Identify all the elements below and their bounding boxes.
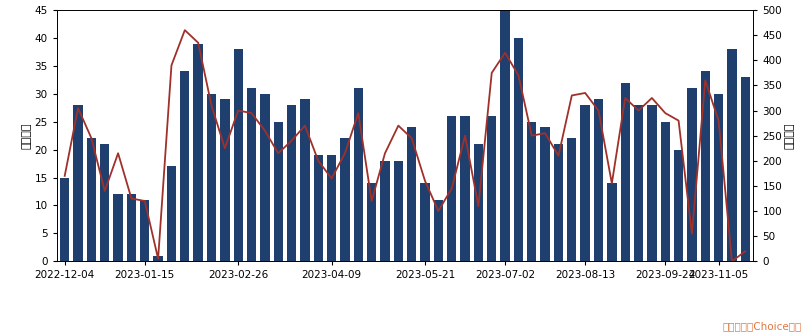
Bar xyxy=(274,122,283,261)
Bar xyxy=(433,200,443,261)
Bar xyxy=(460,116,470,261)
Bar xyxy=(313,155,323,261)
Bar xyxy=(647,105,657,261)
Bar xyxy=(581,105,590,261)
Bar xyxy=(634,105,643,261)
Bar xyxy=(567,138,577,261)
Bar xyxy=(207,94,216,261)
Bar xyxy=(714,94,723,261)
Bar xyxy=(153,256,163,261)
Bar xyxy=(140,200,150,261)
Bar xyxy=(327,155,336,261)
Bar xyxy=(367,183,377,261)
Bar xyxy=(727,49,736,261)
Bar xyxy=(60,178,70,261)
Bar xyxy=(420,183,429,261)
Bar xyxy=(447,116,456,261)
Bar xyxy=(180,71,190,261)
Bar xyxy=(620,83,630,261)
Bar xyxy=(594,99,603,261)
Bar xyxy=(126,194,136,261)
Bar xyxy=(527,122,536,261)
Bar xyxy=(554,144,563,261)
Bar xyxy=(501,10,509,261)
Bar xyxy=(740,77,750,261)
Bar xyxy=(487,116,497,261)
Bar xyxy=(381,161,390,261)
Bar xyxy=(74,105,83,261)
Y-axis label: （个数）: （个数） xyxy=(22,122,32,149)
Bar xyxy=(167,166,176,261)
Bar xyxy=(233,49,243,261)
Bar xyxy=(100,144,109,261)
Bar xyxy=(407,127,416,261)
Bar xyxy=(394,161,403,261)
Bar xyxy=(247,88,256,261)
Bar xyxy=(113,194,123,261)
Bar xyxy=(660,122,670,261)
Bar xyxy=(701,71,710,261)
Bar xyxy=(301,99,309,261)
Bar xyxy=(687,88,697,261)
Text: 数据来源：Choice数据: 数据来源：Choice数据 xyxy=(723,322,802,332)
Bar xyxy=(514,38,523,261)
Bar xyxy=(608,183,616,261)
Bar xyxy=(540,127,550,261)
Bar xyxy=(340,138,350,261)
Bar xyxy=(220,99,229,261)
Bar xyxy=(194,44,202,261)
Bar xyxy=(474,144,483,261)
Bar xyxy=(260,94,270,261)
Bar xyxy=(287,105,296,261)
Bar xyxy=(87,138,96,261)
Bar xyxy=(354,88,363,261)
Y-axis label: （亿份）: （亿份） xyxy=(785,122,795,149)
Bar xyxy=(674,150,684,261)
